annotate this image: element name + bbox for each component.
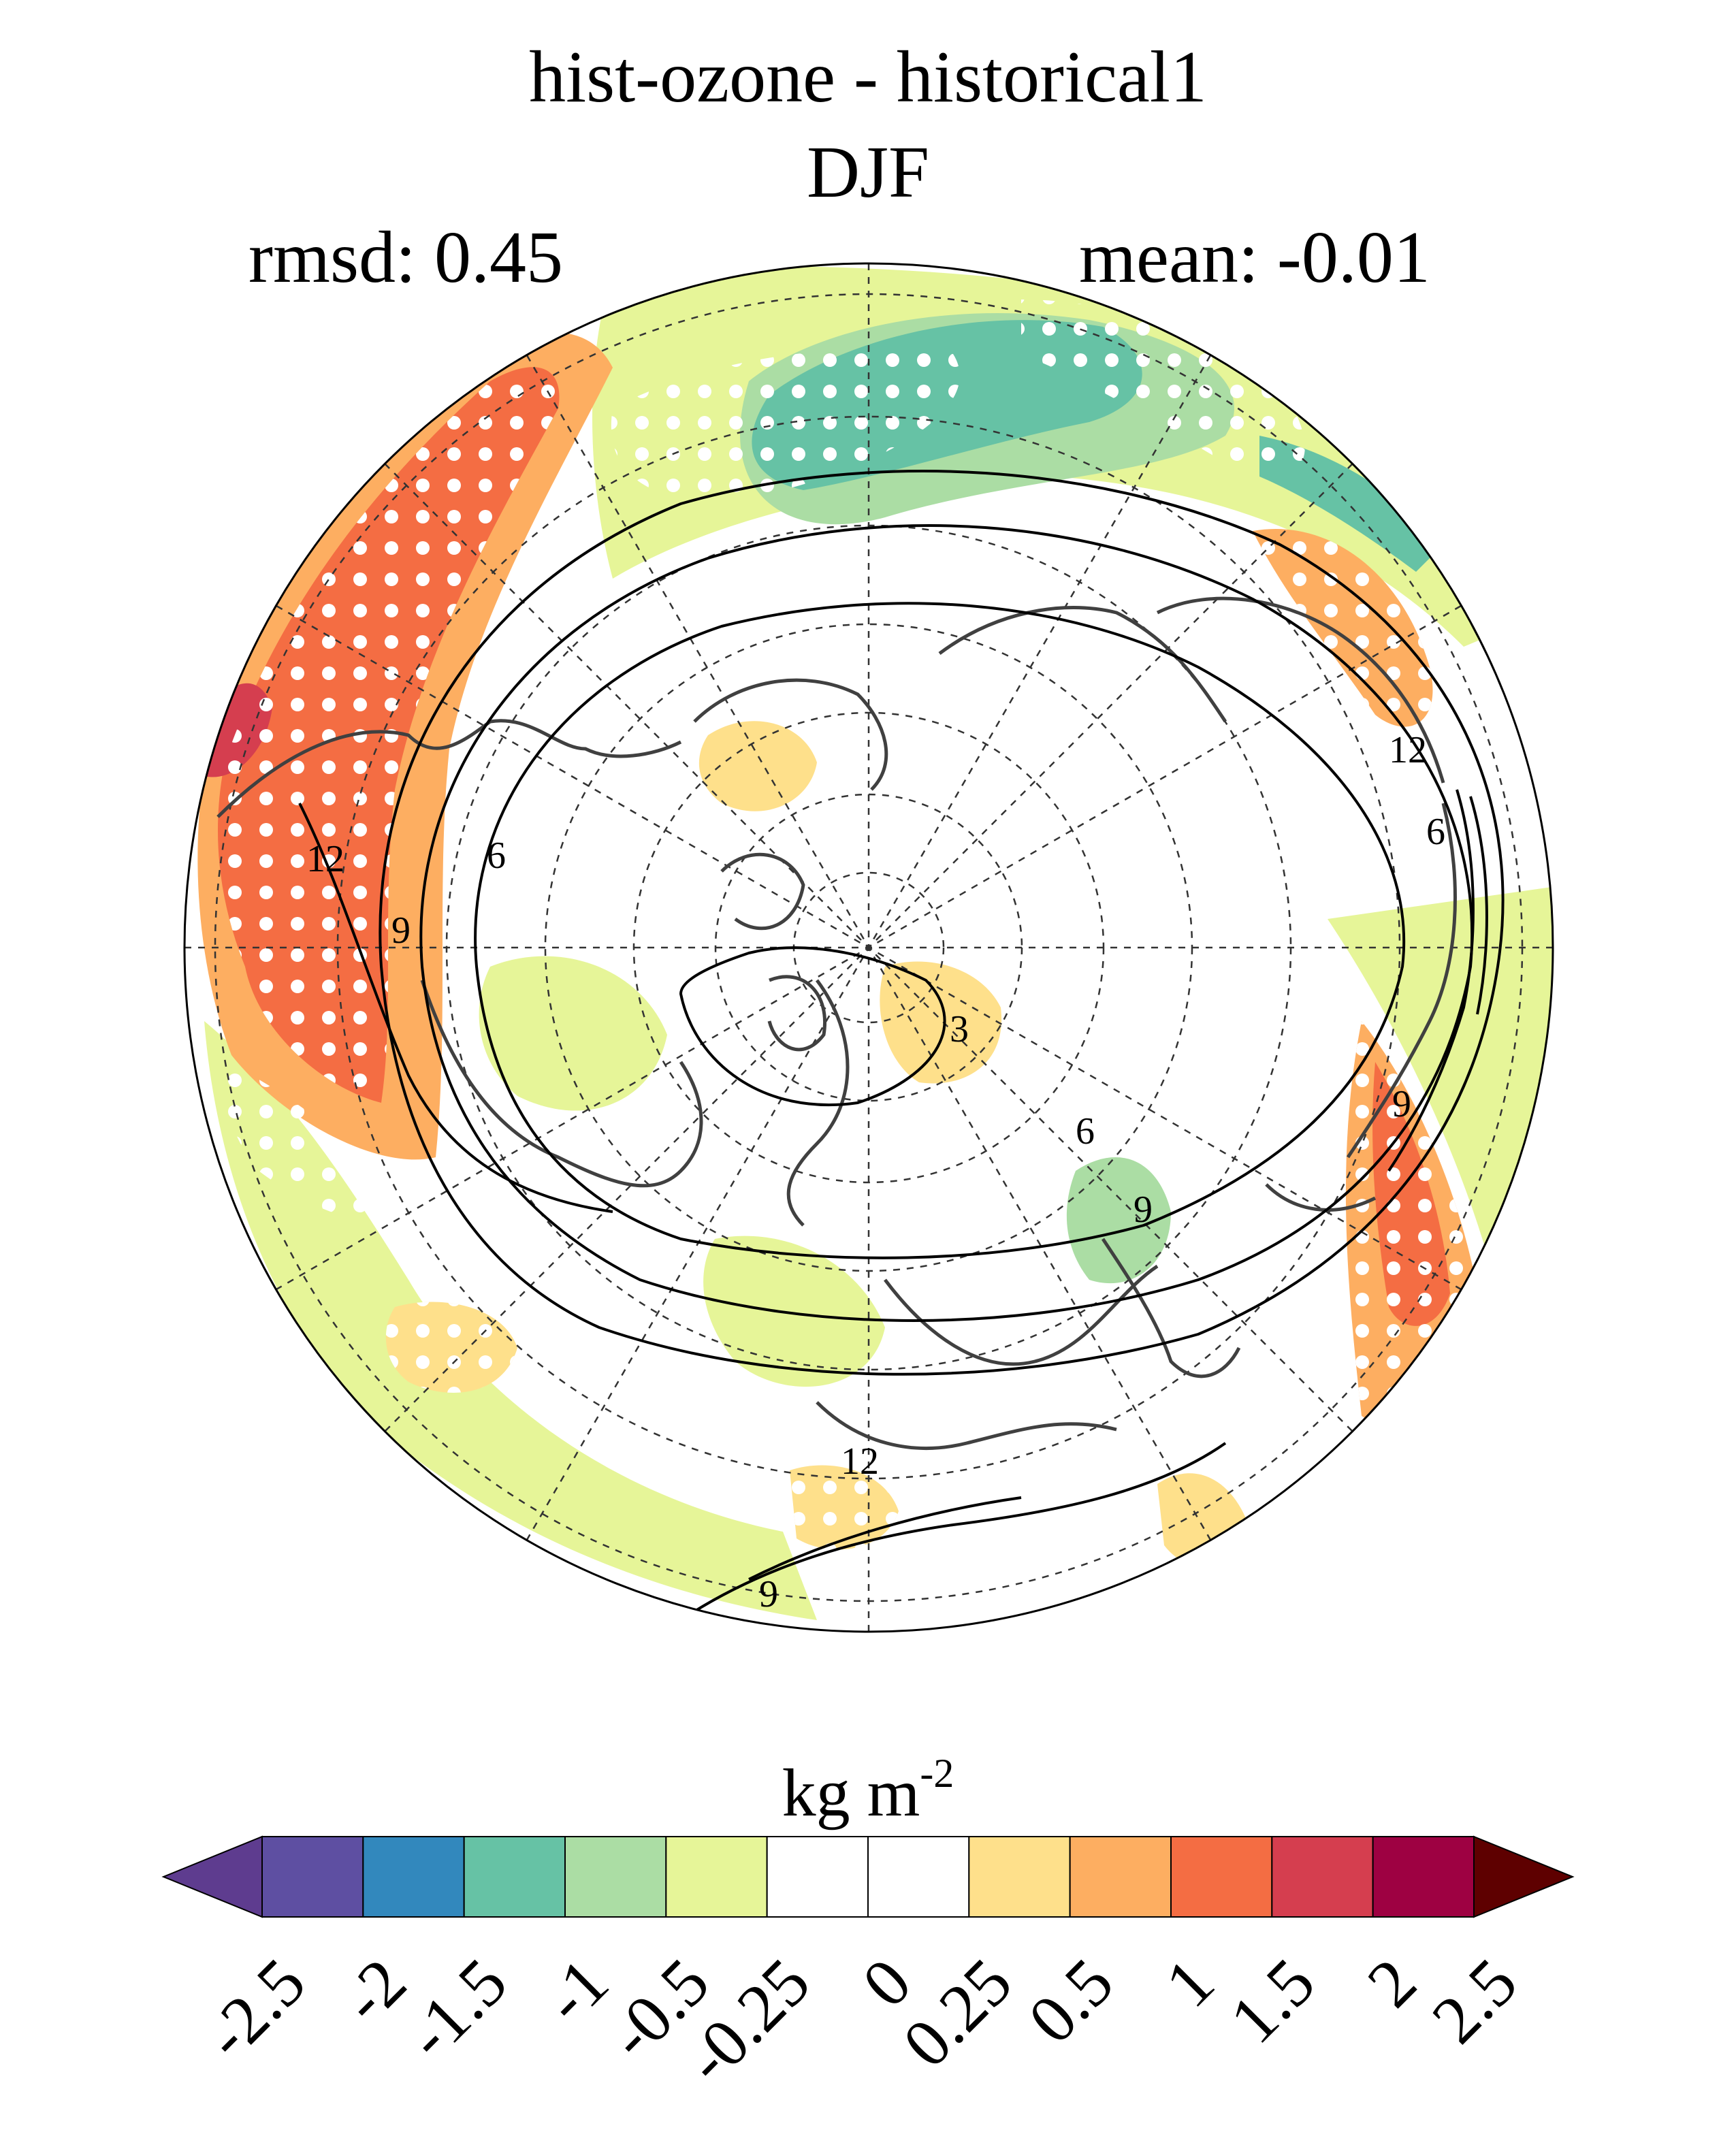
contours — [298, 470, 1505, 1621]
colorbar-box — [564, 1836, 667, 1918]
figure-title: hist-ozone - historical1 — [529, 37, 1207, 118]
colorbar-box — [968, 1836, 1071, 1918]
colorbar-box — [1069, 1836, 1172, 1918]
graticule — [184, 263, 1553, 1632]
colorbar-box — [362, 1836, 465, 1918]
colorbar-tick-label: -2.5 — [189, 1943, 320, 2074]
colorbar-tick-label: 1 — [1151, 1943, 1229, 2022]
colorbar-tick-label: 0.25 — [888, 1943, 1027, 2082]
contour-label: 12 — [841, 1440, 879, 1483]
colorbar-tick-label: 2.5 — [1417, 1943, 1532, 2058]
colorbar-tick-label: -1.5 — [391, 1943, 521, 2074]
mean-label: mean: -0.01 — [1079, 217, 1430, 298]
contour-label: 12 — [306, 838, 344, 880]
polar-map: 3 6 6 6 9 9 9 9 12 12 12 — [183, 262, 1554, 1633]
contour-label: 3 — [950, 1008, 969, 1050]
colorbar-tick-label: 0.5 — [1014, 1943, 1127, 2058]
contour-label: 6 — [1426, 811, 1445, 853]
colorbar-box — [867, 1836, 970, 1918]
season-label: DJF — [806, 132, 930, 213]
colorbar-units: kg m-2 — [782, 1751, 954, 1830]
colorbar-low-extension — [161, 1835, 263, 1918]
contour-label: 9 — [759, 1573, 778, 1615]
coastlines — [216, 596, 1457, 1450]
colorbar-high-extension — [1473, 1835, 1575, 1918]
colorbar-box — [1170, 1836, 1273, 1918]
map-boundary — [183, 262, 1554, 1633]
colorbar-box — [766, 1836, 869, 1918]
colorbar-tick-label: 1.5 — [1215, 1943, 1330, 2058]
contour-label: 9 — [391, 909, 411, 952]
colorbar-box — [463, 1836, 566, 1918]
colorbar-tick-label: 2 — [1353, 1943, 1430, 2022]
colorbar-box — [261, 1836, 364, 1918]
contour-labels: 3 6 6 6 9 9 9 9 12 12 12 — [306, 729, 1445, 1615]
contour-label: 12 — [1389, 729, 1427, 771]
colorbar-box — [665, 1836, 768, 1918]
contour-label: 6 — [1076, 1110, 1095, 1152]
contour-label: 6 — [487, 835, 506, 877]
colorbar-tick-label: -0.25 — [671, 1943, 824, 2098]
colorbar-box — [1271, 1836, 1374, 1918]
colorbar — [161, 1835, 1575, 1918]
rmsd-label: rmsd: 0.45 — [248, 217, 564, 298]
contour-label: 9 — [1392, 1083, 1411, 1125]
contour-label: 9 — [1134, 1189, 1153, 1231]
colorbar-box — [1372, 1836, 1475, 1918]
